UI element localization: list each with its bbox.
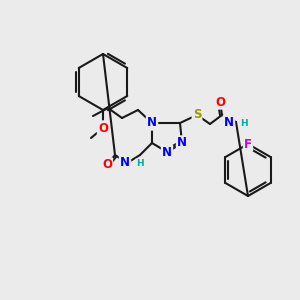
Text: O: O: [102, 158, 112, 172]
Text: H: H: [240, 118, 247, 127]
Text: N: N: [147, 116, 157, 130]
Text: N: N: [224, 116, 234, 128]
Text: N: N: [177, 136, 187, 149]
Text: O: O: [215, 95, 225, 109]
Text: O: O: [98, 122, 108, 134]
Text: S: S: [193, 109, 201, 122]
Text: N: N: [162, 146, 172, 158]
Text: N: N: [120, 157, 130, 169]
Text: H: H: [136, 160, 144, 169]
Text: F: F: [244, 137, 252, 151]
